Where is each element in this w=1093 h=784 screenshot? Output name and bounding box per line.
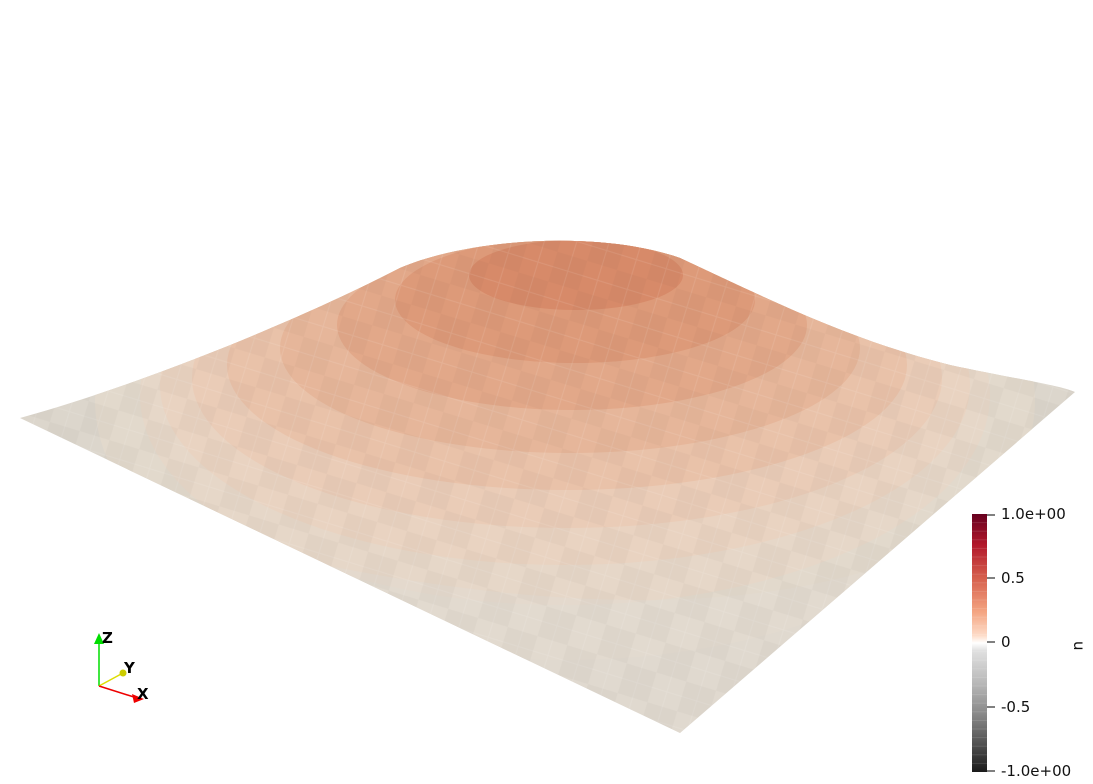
x-axis-label: X <box>137 685 149 703</box>
colorbar-band-lines <box>972 522 987 764</box>
colorbar-title: u <box>1070 641 1088 651</box>
y-axis-line <box>98 672 124 687</box>
z-axis-label: Z <box>102 629 113 647</box>
colorbar-tick-label: -0.5 <box>1001 698 1030 716</box>
colorbar-tick-label: -1.0e+00 <box>1001 762 1071 780</box>
x-axis-line <box>98 685 138 699</box>
x-axis-arrow <box>132 694 144 703</box>
color-legend[interactable]: 1.0e+00 0.5 0 -0.5 -1.0e+00 u <box>972 505 1088 780</box>
colorbar-tick-label: 1.0e+00 <box>1001 505 1066 523</box>
y-axis-label: Y <box>123 659 136 677</box>
colorbar-gradient <box>972 514 987 772</box>
colorbar-tick-label: 0.5 <box>1001 569 1025 587</box>
y-axis-arrow <box>119 669 127 677</box>
orientation-axes: Z Y X <box>94 629 149 703</box>
z-axis-arrow <box>94 633 104 644</box>
colorbar-tick-label: 0 <box>1001 633 1011 651</box>
warped-surface[interactable] <box>0 140 1093 760</box>
